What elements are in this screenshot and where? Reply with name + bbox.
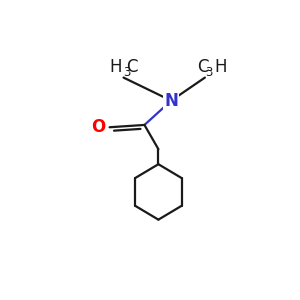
Text: C: C — [197, 58, 208, 76]
Text: 3: 3 — [123, 66, 131, 80]
Text: H: H — [214, 58, 227, 76]
Text: C: C — [127, 58, 138, 76]
Text: O: O — [91, 118, 106, 136]
Text: N: N — [164, 92, 178, 110]
Text: H: H — [110, 58, 122, 76]
Text: 3: 3 — [205, 66, 212, 80]
